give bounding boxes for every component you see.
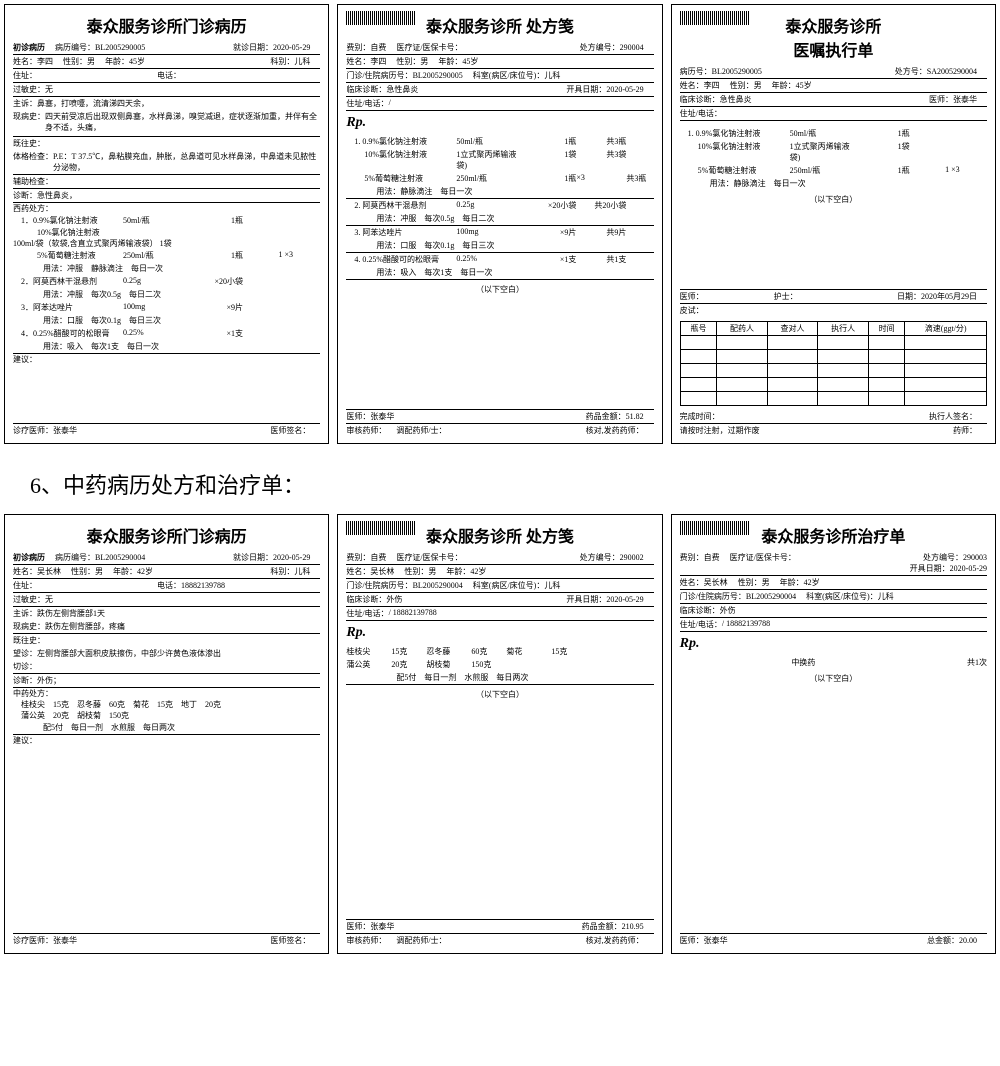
outpatient-record-2: 泰众服务诊所门诊病历 初诊病历 病历编号：BL2005290004 就诊日期：2… bbox=[4, 514, 329, 954]
section-title: 6、中药病历处方和治疗单： bbox=[0, 448, 1000, 510]
barcode-icon bbox=[680, 11, 750, 25]
row-1: 泰众服务诊所门诊病历 初诊病历 病历编号：BL2005290005 就诊日期：2… bbox=[0, 0, 1000, 448]
row-2: 泰众服务诊所门诊病历 初诊病历 病历编号：BL2005290004 就诊日期：2… bbox=[0, 510, 1000, 958]
rec-header: 初诊病历 病历编号：BL2005290005 就诊日期：2020-05-29 bbox=[13, 41, 320, 55]
title: 泰众服务诊所门诊病历 bbox=[13, 13, 320, 37]
tag: 初诊病历 bbox=[13, 42, 45, 53]
barcode-icon bbox=[346, 11, 416, 25]
prescription-1: 泰众服务诊所 处方笺 费别：自费 医疗证/医保卡号： 处方编号：290004 姓… bbox=[337, 4, 662, 444]
barcode-icon bbox=[346, 521, 416, 535]
treatment-sheet: 泰众服务诊所治疗单 费别：自费 医疗证/医保卡号： 处方编号：290003 开具… bbox=[671, 514, 996, 954]
prescription-2: 泰众服务诊所 处方笺 费别：自费 医疗证/医保卡号： 处方编号：290002 姓… bbox=[337, 514, 662, 954]
barcode-icon bbox=[680, 521, 750, 535]
footer: 诊疗医师：张泰华 医师签名： bbox=[13, 423, 320, 437]
rp-label: Rp. bbox=[346, 115, 653, 131]
record-body: 过敏史：无 主诉：鼻塞，打喷嚏，流清涕四天余， 现病史：四天前受凉后出现双侧鼻塞… bbox=[13, 83, 320, 423]
exec-table: 瓶号配药人查对人执行人时间滴速(ggt/分) bbox=[680, 321, 987, 406]
order-sheet-1: 泰众服务诊所 医嘱执行单 病历号：BL2005290005 处方号：SA2005… bbox=[671, 4, 996, 444]
outpatient-record-1: 泰众服务诊所门诊病历 初诊病历 病历编号：BL2005290005 就诊日期：2… bbox=[4, 4, 329, 444]
